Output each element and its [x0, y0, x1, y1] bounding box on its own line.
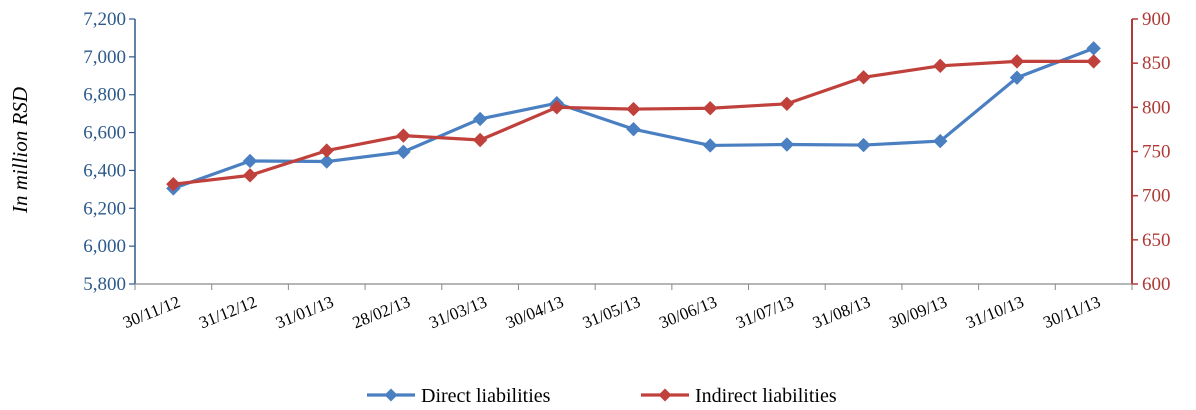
data-point-direct-liabilities — [626, 121, 641, 137]
y-axis-label: In million RSD — [8, 87, 32, 214]
y-tick-right-label: 700 — [1142, 186, 1171, 207]
y-tick-right-label: 650 — [1142, 230, 1171, 251]
x-tick-label: 30/11/13 — [1041, 292, 1104, 332]
y-tick-right-label: 900 — [1142, 9, 1171, 30]
legend-marker-direct-liabilities — [384, 388, 398, 402]
axes: 5,800 6,000 6,200 6,400 6,600 6,800 7,000 7,200… — [83, 9, 1170, 332]
data-point-direct-liabilities — [319, 154, 334, 169]
data-point-indirect-liabilities — [626, 101, 641, 117]
x-tick-label: 30/06/13 — [657, 292, 720, 332]
data-point-direct-liabilities — [1009, 70, 1025, 85]
data-point-indirect-liabilities — [472, 132, 488, 148]
y-tick-left-label: 7,200 — [83, 9, 126, 30]
data-point-indirect-liabilities — [319, 143, 334, 158]
data-point-direct-liabilities — [702, 138, 718, 153]
data-point-direct-liabilities — [856, 137, 871, 153]
y-tick-left-label: 6,000 — [83, 236, 126, 257]
y-tick-left-label: 5,800 — [83, 274, 126, 295]
data-point-indirect-liabilities — [779, 96, 795, 112]
data-point-indirect-liabilities — [242, 168, 258, 183]
legend-label-indirect-liabilities: Indirect liabilities — [695, 385, 837, 407]
y-tick-left-label: 6,400 — [83, 160, 126, 181]
data-point-indirect-liabilities — [933, 58, 948, 74]
series-line-direct-liabilities — [172, 46, 1095, 190]
y-tick-right-label: 600 — [1142, 274, 1171, 295]
x-tick-label: 30/04/13 — [503, 292, 566, 332]
y-tick-right-label: 750 — [1142, 142, 1171, 163]
x-tick-label: 30/11/12 — [120, 292, 183, 332]
y-tick-right-label: 800 — [1142, 97, 1171, 118]
data-point-direct-liabilities — [1086, 41, 1101, 56]
data-point-indirect-liabilities — [702, 101, 718, 116]
legend: Direct liabilities Indirect liabilities — [367, 385, 837, 407]
data-point-direct-liabilities — [779, 137, 795, 152]
data-point-indirect-liabilities — [856, 70, 871, 85]
y-tick-left-label: 6,800 — [83, 85, 126, 106]
data-point-direct-liabilities — [396, 144, 411, 160]
data-point-indirect-liabilities — [396, 128, 411, 143]
x-tick-label: 31/05/13 — [580, 292, 643, 332]
legend-label-direct-liabilities: Direct liabilities — [421, 385, 551, 407]
x-tick-label: 30/09/13 — [887, 292, 950, 332]
y-tick-left-label: 6,600 — [83, 123, 126, 144]
x-tick-label: 31/01/13 — [273, 292, 336, 332]
data-point-indirect-liabilities — [549, 100, 565, 115]
x-tick-label: 31/03/13 — [426, 292, 489, 332]
data-point-indirect-liabilities — [166, 176, 181, 192]
legend-marker-indirect-liabilities — [658, 388, 672, 402]
series-layer — [166, 41, 1101, 196]
y-tick-left-label: 7,000 — [83, 47, 126, 68]
data-point-direct-liabilities — [933, 133, 948, 149]
x-tick-label: 31/12/12 — [196, 292, 259, 332]
x-tick-label: 28/02/13 — [350, 292, 413, 332]
data-point-direct-liabilities — [472, 111, 488, 127]
y-tick-left-label: 6,200 — [83, 198, 126, 219]
x-tick-label: 31/07/13 — [733, 292, 796, 332]
data-point-indirect-liabilities — [1009, 54, 1025, 69]
data-point-direct-liabilities — [242, 153, 258, 169]
data-point-indirect-liabilities — [1086, 54, 1101, 69]
x-tick-label: 31/10/13 — [963, 292, 1026, 332]
y-tick-right-label: 850 — [1142, 53, 1171, 74]
x-tick-label: 31/08/13 — [810, 292, 873, 332]
